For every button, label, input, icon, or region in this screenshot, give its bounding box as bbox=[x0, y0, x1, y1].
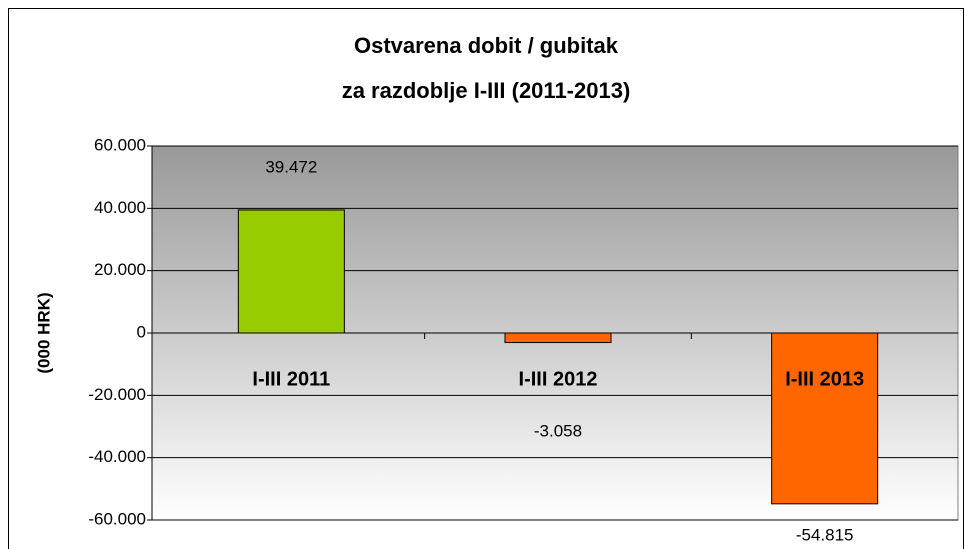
y-tick-label: -60.000 bbox=[88, 509, 146, 528]
y-tick-label: 40.000 bbox=[94, 198, 146, 217]
x-tick-label: I-III 2013 bbox=[785, 368, 864, 390]
y-tick-label: -20.000 bbox=[88, 385, 146, 404]
chart-title: Ostvarena dobit / gubitak bbox=[354, 33, 619, 58]
y-tick-label: 0 bbox=[137, 322, 146, 341]
chart-title: za razdoblje I-III (2011-2013) bbox=[342, 78, 631, 103]
y-tick-label: -40.000 bbox=[88, 447, 146, 466]
x-tick-label: I-III 2011 bbox=[252, 368, 330, 390]
y-tick-label: 60.000 bbox=[94, 135, 146, 154]
bar bbox=[504, 332, 612, 344]
bar bbox=[237, 209, 345, 334]
y-axis-label: (000 HRK) bbox=[34, 292, 53, 373]
x-tick-label: I-III 2012 bbox=[519, 368, 598, 390]
data-label: -54.815 bbox=[796, 525, 854, 544]
data-label: -3.058 bbox=[534, 421, 582, 440]
bar bbox=[771, 332, 879, 505]
y-tick-label: 20.000 bbox=[94, 260, 146, 279]
data-label: 39.472 bbox=[265, 157, 317, 176]
